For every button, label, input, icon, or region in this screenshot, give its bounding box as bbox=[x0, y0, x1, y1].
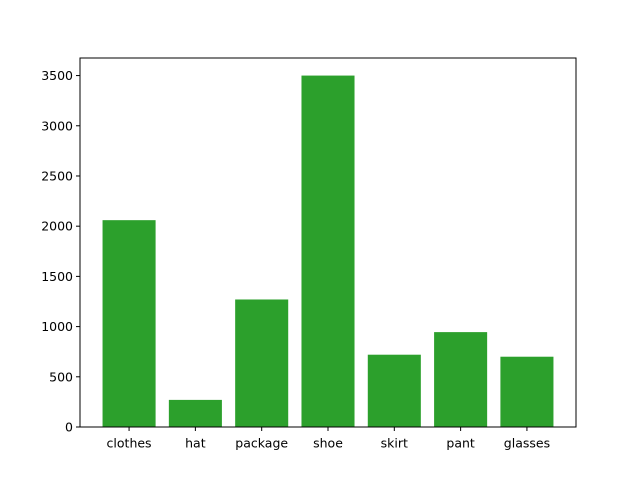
bar-skirt bbox=[367, 354, 421, 427]
y-axis: 0 500 1000 1500 2000 2500 3000 3500 bbox=[41, 68, 80, 435]
bars-group bbox=[102, 75, 554, 428]
bar-shoe bbox=[301, 75, 355, 428]
bar-hat bbox=[168, 399, 222, 427]
bar-pant bbox=[434, 332, 488, 427]
x-tick-label-hat: hat bbox=[185, 436, 206, 451]
bar-clothes bbox=[102, 220, 156, 427]
y-tick-label: 1500 bbox=[41, 269, 73, 284]
bar-package bbox=[235, 299, 289, 427]
y-tick-label: 1000 bbox=[41, 319, 73, 334]
x-tick-label-package: package bbox=[235, 436, 288, 451]
y-tick-label: 3500 bbox=[41, 68, 73, 83]
x-tick-label-pant: pant bbox=[446, 436, 475, 451]
x-tick-label-skirt: skirt bbox=[381, 436, 408, 451]
y-tick-label: 2500 bbox=[41, 168, 73, 183]
y-tick-label: 2000 bbox=[41, 219, 73, 234]
x-tick-label-shoe: shoe bbox=[313, 436, 343, 451]
plot-frame bbox=[79, 57, 577, 428]
x-tick-label-clothes: clothes bbox=[107, 436, 152, 451]
y-tick-label: 0 bbox=[65, 420, 73, 435]
y-tick-label: 3000 bbox=[41, 118, 73, 133]
y-tick-label: 500 bbox=[49, 369, 73, 384]
x-axis: clothes hat package shoe skirt pant glasses bbox=[107, 427, 550, 451]
bar-glasses bbox=[500, 356, 554, 427]
x-tick-label-glasses: glasses bbox=[504, 436, 550, 451]
